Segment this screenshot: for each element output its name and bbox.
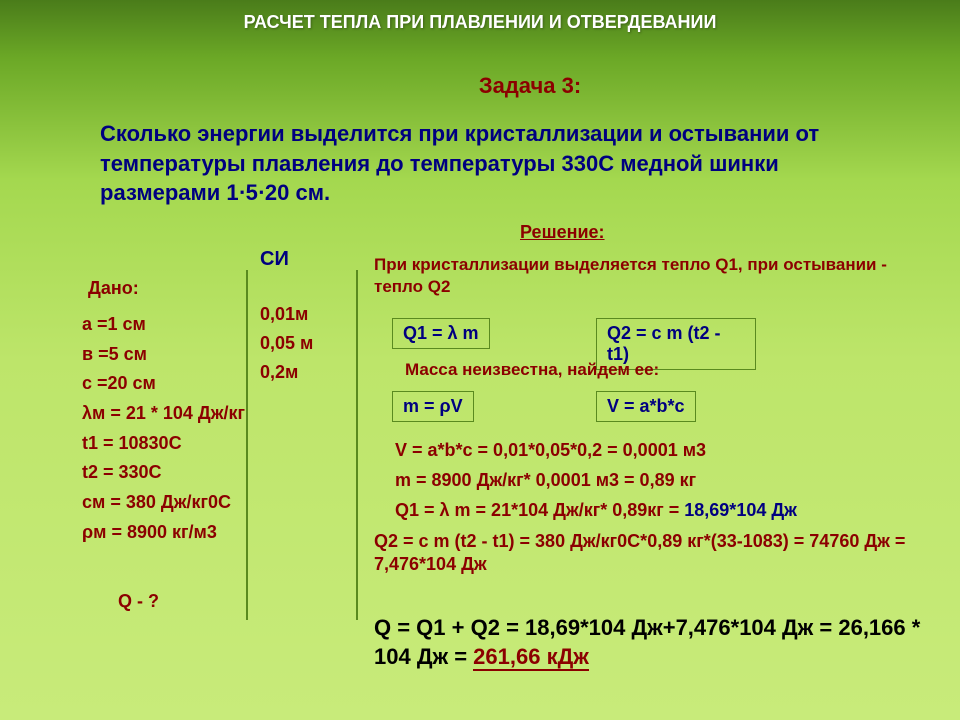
q-unknown: Q - ? xyxy=(118,591,159,612)
given-cm: см = 380 Дж/кг0С xyxy=(82,488,245,518)
given-t2: t2 = 330С xyxy=(82,458,245,488)
calc-m: m = 8900 Дж/кг* 0,0001 м3 = 0,89 кг xyxy=(395,470,696,491)
formula-q1: Q1 = λ m xyxy=(392,318,490,349)
given-column: а =1 см в =5 см с =20 см λм = 21 * 104 Д… xyxy=(82,310,245,548)
si-label: СИ xyxy=(260,248,289,271)
si-c: 0,2м xyxy=(260,358,313,387)
solution-label: Решение: xyxy=(520,222,605,243)
final-expression: Q = Q1 + Q2 = 18,69*104 Дж+7,476*104 Дж … xyxy=(374,615,920,669)
given-a: а =1 см xyxy=(82,310,245,340)
si-b: 0,05 м xyxy=(260,329,313,358)
calc-q1-result: 18,69*104 Дж xyxy=(684,500,797,520)
divider-line-1 xyxy=(246,270,248,620)
solution-intro: При кристаллизации выделяется тепло Q1, … xyxy=(374,254,934,298)
final-answer: Q = Q1 + Q2 = 18,69*104 Дж+7,476*104 Дж … xyxy=(374,614,934,671)
calc-q1-text: Q1 = λ m = 21*104 Дж/кг* 0,89кг = xyxy=(395,500,684,520)
calc-q1: Q1 = λ m = 21*104 Дж/кг* 0,89кг = 18,69*… xyxy=(395,500,797,521)
given-rho: ρм = 8900 кг/м3 xyxy=(82,518,245,548)
given-lambda: λм = 21 * 104 Дж/кг xyxy=(82,399,245,429)
page-header: РАСЧЕТ ТЕПЛА ПРИ ПЛАВЛЕНИИ И ОТВЕРДЕВАНИ… xyxy=(0,0,960,33)
formula-v: V = a*b*c xyxy=(596,391,696,422)
given-t1: t1 = 10830С xyxy=(82,429,245,459)
si-a: 0,01м xyxy=(260,300,313,329)
given-label: Дано: xyxy=(88,278,139,299)
formula-m: m = ρV xyxy=(392,391,474,422)
given-c: с =20 см xyxy=(82,369,245,399)
problem-statement: Сколько энергии выделится при кристаллиз… xyxy=(100,119,880,208)
calc-q2: Q2 = с m (t2 - t1) = 380 Дж/кг0С*0,89 кг… xyxy=(374,530,944,577)
calc-v: V = a*b*c = 0,01*0,05*0,2 = 0,0001 м3 xyxy=(395,440,706,461)
given-b: в =5 см xyxy=(82,340,245,370)
divider-line-2 xyxy=(356,270,358,620)
mass-unknown-label: Масса неизвестна, найдем ее: xyxy=(405,360,659,380)
task-title: Задача 3: xyxy=(100,73,960,99)
final-value: 261,66 кДж xyxy=(473,644,589,671)
si-column: 0,01м 0,05 м 0,2м xyxy=(260,300,313,386)
